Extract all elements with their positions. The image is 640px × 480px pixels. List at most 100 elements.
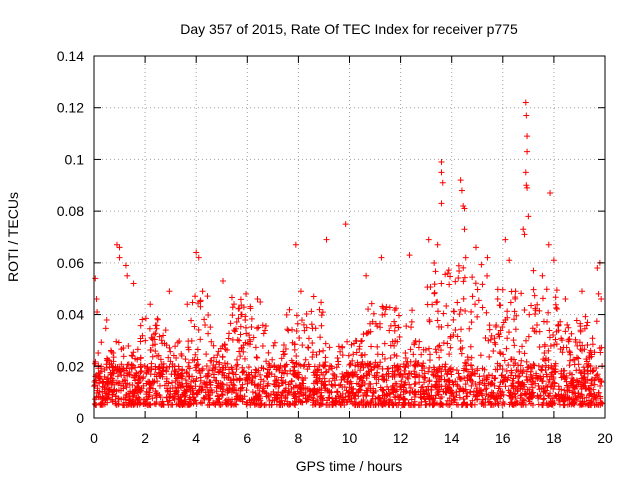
data-point: [219, 354, 226, 361]
data-point: [277, 392, 284, 399]
data-point: [483, 309, 490, 316]
data-point: [510, 337, 517, 344]
data-point: [394, 338, 401, 345]
data-point: [358, 337, 365, 344]
data-point: [360, 364, 367, 371]
data-point: [212, 366, 219, 373]
data-point: [412, 362, 419, 369]
data-point: [438, 394, 445, 401]
data-point: [460, 264, 467, 271]
data-point: [550, 257, 557, 264]
data-point: [346, 392, 353, 399]
data-point: [597, 395, 604, 402]
data-point: [430, 401, 437, 408]
data-point: [360, 331, 367, 338]
data-point: [332, 381, 339, 388]
data-point: [418, 394, 425, 401]
data-point: [193, 400, 200, 407]
data-point: [387, 355, 394, 362]
data-point: [224, 347, 231, 354]
data-point: [585, 362, 592, 369]
data-point: [98, 339, 105, 346]
data-point: [154, 316, 161, 323]
data-point: [368, 366, 375, 373]
data-point: [161, 382, 168, 389]
data-point: [245, 371, 252, 378]
data-point: [519, 396, 526, 403]
data-point: [461, 274, 468, 281]
data-point: [434, 298, 441, 305]
data-point: [275, 364, 282, 371]
data-point: [552, 360, 559, 367]
data-point: [384, 383, 391, 390]
data-point: [205, 372, 212, 379]
data-point: [213, 358, 220, 365]
data-point: [197, 297, 204, 304]
data-point: [525, 213, 532, 220]
data-point: [259, 342, 266, 349]
data-point: [243, 290, 250, 297]
data-point: [93, 296, 100, 303]
data-point: [162, 327, 169, 334]
data-point: [165, 354, 172, 361]
data-point: [316, 348, 323, 355]
data-point: [496, 349, 503, 356]
data-point: [545, 378, 552, 385]
data-point: [431, 281, 438, 288]
data-point: [195, 326, 202, 333]
data-point: [290, 384, 297, 391]
data-point: [416, 338, 423, 345]
data-point: [192, 351, 199, 358]
data-point: [159, 373, 166, 380]
data-point: [546, 400, 553, 407]
data-point: [355, 363, 362, 370]
data-point: [277, 398, 284, 405]
data-point: [291, 372, 298, 379]
data-point: [444, 340, 451, 347]
data-point: [155, 369, 162, 376]
data-point: [234, 393, 241, 400]
data-point: [535, 374, 542, 381]
data-point: [166, 394, 173, 401]
x-tick-label: 14: [444, 430, 460, 446]
data-point: [426, 392, 433, 399]
data-point: [233, 366, 240, 373]
data-point: [245, 364, 252, 371]
y-tick-label: 0.14: [57, 48, 84, 64]
data-point: [195, 254, 202, 261]
data-point: [135, 379, 142, 386]
data-point: [270, 342, 277, 349]
data-point: [120, 401, 127, 408]
data-point: [431, 289, 438, 296]
data-point: [157, 370, 164, 377]
data-point: [567, 357, 574, 364]
data-point: [318, 401, 325, 408]
data-point: [137, 335, 144, 342]
data-point: [467, 389, 474, 396]
data-point: [411, 368, 418, 375]
data-point: [464, 354, 471, 361]
data-point: [538, 366, 545, 373]
data-point: [521, 231, 528, 238]
data-point: [522, 99, 529, 106]
data-point: [258, 364, 265, 371]
data-point: [535, 395, 542, 402]
data-point: [197, 377, 204, 384]
data-point: [444, 397, 451, 404]
data-point: [171, 367, 178, 374]
data-point: [464, 393, 471, 400]
data-point: [310, 293, 317, 300]
data-point: [452, 378, 459, 385]
data-point: [426, 316, 433, 323]
data-point: [479, 365, 486, 372]
data-point: [285, 401, 292, 408]
data-point: [578, 401, 585, 408]
data-point: [233, 356, 240, 363]
data-point: [228, 402, 235, 409]
data-point: [116, 244, 123, 251]
data-point: [487, 336, 494, 343]
x-tick-label: 12: [393, 430, 409, 446]
data-point: [202, 322, 209, 329]
data-point: [545, 364, 552, 371]
data-point: [323, 236, 330, 243]
